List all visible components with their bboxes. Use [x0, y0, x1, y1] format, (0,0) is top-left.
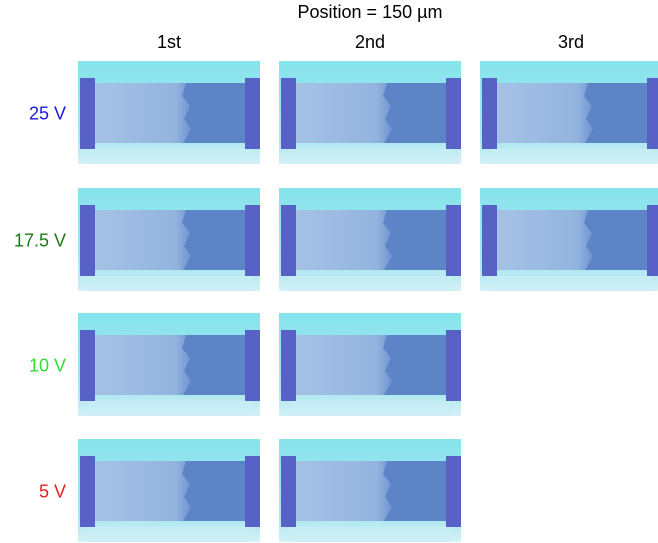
microscope-image	[279, 313, 461, 416]
microscope-image	[78, 61, 260, 164]
column-header: 2nd	[355, 32, 385, 52]
microscope-image	[279, 188, 461, 291]
microscope-image	[279, 439, 461, 542]
row-label: 10 V	[29, 355, 66, 375]
column-header: 1st	[157, 32, 181, 52]
microscope-image	[78, 188, 260, 291]
microscope-image	[480, 188, 658, 291]
page: Position = 150 µm 1st 2nd 3rd 25 V 17.5 V 10 …	[0, 0, 658, 543]
microscope-image	[480, 61, 658, 164]
figure: Position = 150 µm 1st 2nd 3rd 25 V 17.5 V 10 …	[0, 0, 658, 543]
microscope-image	[78, 439, 260, 542]
row-label: 25 V	[29, 103, 66, 123]
column-header: 3rd	[558, 32, 584, 52]
microscope-image	[78, 313, 260, 416]
microscope-image	[279, 61, 461, 164]
figure-title: Position = 150 µm	[298, 2, 443, 22]
row-label: 17.5 V	[14, 230, 66, 250]
row-label: 5 V	[39, 481, 66, 501]
